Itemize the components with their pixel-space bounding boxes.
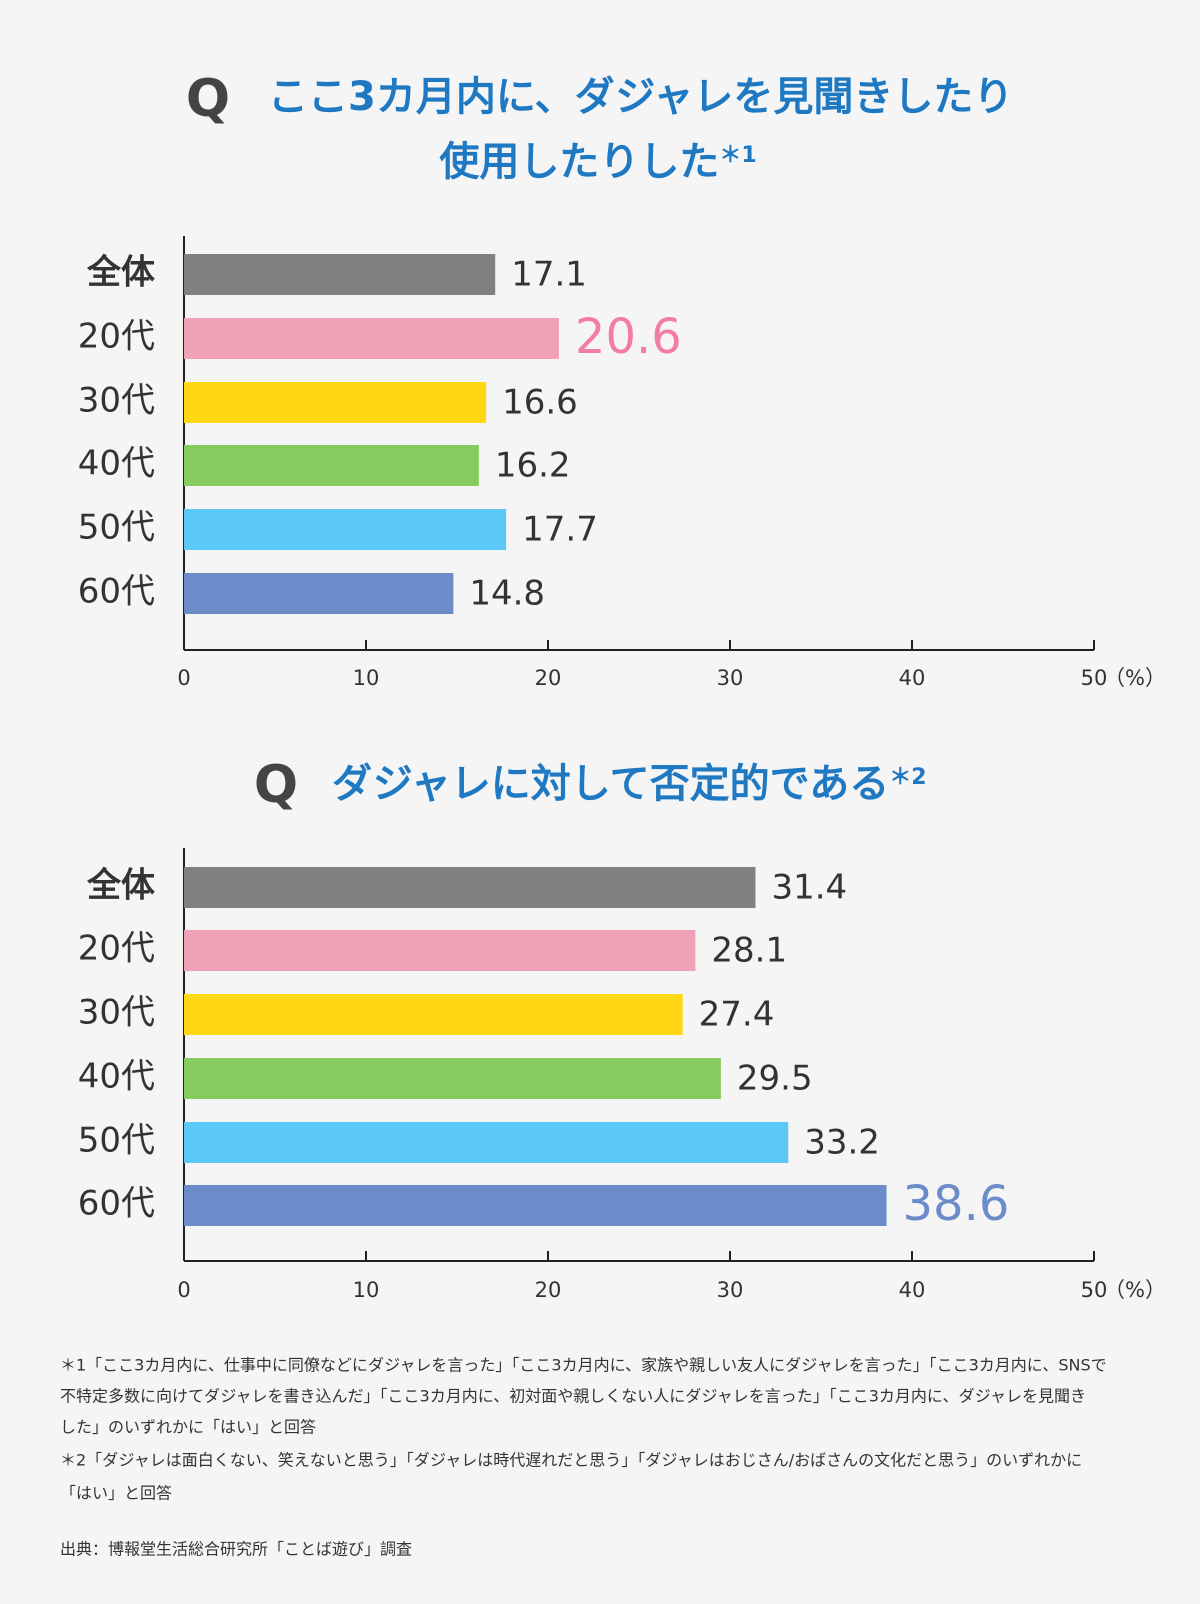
title-note: ＊1 xyxy=(719,143,756,168)
title-line: ここ3カ月内に、ダジャレを見聞きしたり xyxy=(268,74,1013,120)
category-label: 60代 xyxy=(78,1184,155,1224)
bar xyxy=(184,994,683,1035)
category-label: 30代 xyxy=(78,381,155,421)
x-tick-label: 50 xyxy=(1081,1278,1108,1302)
x-tick-label: 20 xyxy=(535,1278,562,1302)
source: 出典：博報堂生活総合研究所「ことば遊び」調査 xyxy=(60,1540,412,1559)
value-label: 14.8 xyxy=(469,574,545,614)
category-label: 20代 xyxy=(78,317,155,357)
x-unit: （%） xyxy=(1104,1278,1166,1302)
x-unit: （%） xyxy=(1104,666,1166,690)
title-line: ダジャレに対して否定的である xyxy=(332,761,889,807)
question-label: Q xyxy=(186,69,230,129)
bar xyxy=(184,382,487,423)
footnote: 不特定多数に向けてダジャレを書き込んだ」「ここ3カ月内に、初対面や親しくない人に… xyxy=(60,1387,1086,1406)
category-label: 40代 xyxy=(78,1057,155,1097)
category-label: 全体 xyxy=(86,253,155,293)
footnote: 「はい」と回答 xyxy=(60,1484,172,1503)
category-label: 60代 xyxy=(78,572,155,612)
value-label: 33.2 xyxy=(804,1123,880,1163)
value-label: 29.5 xyxy=(737,1059,813,1099)
value-label: 16.6 xyxy=(502,383,578,423)
category-label: 20代 xyxy=(78,929,155,969)
category-label: 30代 xyxy=(78,993,155,1033)
chart-title: ここ3カ月内に、ダジャレを見聞きしたり xyxy=(268,74,1013,120)
x-tick-label: 0 xyxy=(177,1278,190,1302)
x-tick-label: 0 xyxy=(177,666,190,690)
value-label: 16.2 xyxy=(495,446,571,486)
chart-title: ダジャレに対して否定的である＊2 xyxy=(332,761,927,807)
bar xyxy=(184,1185,887,1226)
x-tick-label: 40 xyxy=(899,1278,926,1302)
value-label: 28.1 xyxy=(711,931,787,971)
category-label: 50代 xyxy=(78,508,155,548)
bar xyxy=(184,445,479,486)
title-note: ＊2 xyxy=(889,765,926,790)
chart-title: 使用したりした＊1 xyxy=(439,139,756,185)
value-label: 31.4 xyxy=(771,868,847,908)
question-label: Q xyxy=(254,755,298,815)
title-line: 使用したりした xyxy=(439,139,719,185)
x-tick-label: 50 xyxy=(1081,666,1108,690)
value-label: 27.4 xyxy=(699,995,775,1035)
category-label: 50代 xyxy=(78,1121,155,1161)
footnote: ＊1「ここ3カ月内に、仕事中に同僚などにダジャレを言った」「ここ3カ月内に、家族… xyxy=(60,1356,1107,1375)
bar xyxy=(184,573,454,614)
bar xyxy=(184,867,756,908)
x-tick-label: 20 xyxy=(535,666,562,690)
value-label: 17.1 xyxy=(511,255,587,295)
footnote: した」のいずれかに「はい」と回答 xyxy=(60,1418,316,1437)
bar xyxy=(184,1058,721,1099)
value-label: 20.6 xyxy=(575,309,682,365)
x-tick-label: 10 xyxy=(353,1278,380,1302)
x-tick-label: 30 xyxy=(717,666,744,690)
bar xyxy=(184,930,696,971)
footnote: ＊2「ダジャレは面白くない、笑えないと思う」「ダジャレは時代遅れだと思う」「ダジ… xyxy=(60,1451,1082,1470)
bar xyxy=(184,509,507,550)
x-tick-label: 30 xyxy=(717,1278,744,1302)
category-label: 全体 xyxy=(86,866,155,906)
value-label: 38.6 xyxy=(903,1176,1010,1232)
x-tick-label: 10 xyxy=(353,666,380,690)
category-label: 40代 xyxy=(78,444,155,484)
bar xyxy=(184,318,559,359)
bar xyxy=(184,254,496,295)
value-label: 17.7 xyxy=(522,510,598,550)
x-tick-label: 40 xyxy=(899,666,926,690)
bar xyxy=(184,1122,789,1163)
